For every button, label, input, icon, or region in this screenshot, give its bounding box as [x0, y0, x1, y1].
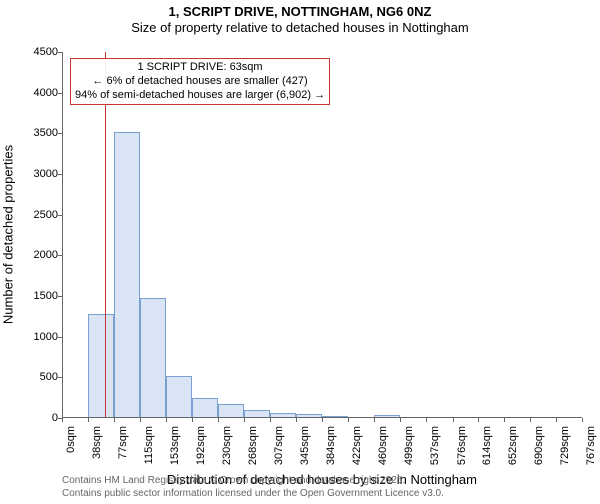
y-tick-mark	[58, 133, 62, 134]
x-tick-mark	[244, 418, 245, 422]
x-tick-mark	[426, 418, 427, 422]
annotation-line: ← 6% of detached houses are smaller (427…	[75, 75, 325, 89]
x-tick-label: 460sqm	[378, 426, 389, 476]
histogram-bar	[114, 132, 140, 418]
x-tick-mark	[478, 418, 479, 422]
y-tick-mark	[58, 255, 62, 256]
x-tick-label: 384sqm	[326, 426, 337, 476]
footer-text: Contains HM Land Registry data © Crown c…	[62, 475, 444, 500]
y-tick-mark	[58, 215, 62, 216]
x-tick-label: 499sqm	[404, 426, 415, 476]
y-tick-label: 2000	[18, 250, 58, 261]
x-tick-mark	[322, 418, 323, 422]
x-tick-mark	[192, 418, 193, 422]
x-tick-mark	[88, 418, 89, 422]
y-tick-label: 3000	[18, 169, 58, 180]
y-tick-mark	[58, 337, 62, 338]
y-tick-label: 2500	[18, 210, 58, 221]
chart-plot-area	[62, 52, 582, 418]
x-tick-mark	[348, 418, 349, 422]
x-tick-label: 38sqm	[92, 426, 103, 476]
footer-line-1: Contains HM Land Registry data © Crown c…	[62, 475, 444, 488]
x-tick-mark	[166, 418, 167, 422]
y-axis-label: Number of detached properties	[1, 135, 16, 335]
x-tick-label: 307sqm	[274, 426, 285, 476]
x-tick-label: 729sqm	[560, 426, 571, 476]
y-tick-label: 1000	[18, 332, 58, 343]
x-tick-label: 230sqm	[222, 426, 233, 476]
x-tick-label: 537sqm	[430, 426, 441, 476]
x-tick-mark	[140, 418, 141, 422]
x-tick-label: 652sqm	[508, 426, 519, 476]
x-tick-mark	[504, 418, 505, 422]
y-tick-label: 4000	[18, 88, 58, 99]
footer-line-2: Contains public sector information licen…	[62, 488, 444, 501]
annotation-box: 1 SCRIPT DRIVE: 63sqm← 6% of detached ho…	[70, 58, 330, 105]
y-tick-label: 500	[18, 372, 58, 383]
x-tick-label: 422sqm	[352, 426, 363, 476]
y-tick-mark	[58, 174, 62, 175]
x-tick-mark	[62, 418, 63, 422]
page-title: 1, SCRIPT DRIVE, NOTTINGHAM, NG6 0NZ	[0, 4, 600, 19]
x-tick-label: 268sqm	[248, 426, 259, 476]
x-tick-mark	[530, 418, 531, 422]
x-tick-label: 192sqm	[196, 426, 207, 476]
histogram-bar	[166, 376, 192, 418]
histogram-bar	[88, 314, 114, 418]
x-tick-mark	[218, 418, 219, 422]
y-tick-mark	[58, 52, 62, 53]
y-axis-line	[62, 52, 63, 418]
x-tick-label: 614sqm	[482, 426, 493, 476]
x-tick-mark	[270, 418, 271, 422]
x-tick-mark	[114, 418, 115, 422]
x-tick-mark	[296, 418, 297, 422]
x-tick-label: 690sqm	[534, 426, 545, 476]
x-tick-mark	[400, 418, 401, 422]
x-tick-label: 345sqm	[300, 426, 311, 476]
x-tick-label: 576sqm	[457, 426, 468, 476]
histogram-bar	[140, 298, 166, 418]
y-tick-label: 0	[18, 413, 58, 424]
y-tick-mark	[58, 296, 62, 297]
y-tick-label: 3500	[18, 128, 58, 139]
x-tick-mark	[453, 418, 454, 422]
y-tick-label: 1500	[18, 291, 58, 302]
x-tick-label: 115sqm	[144, 426, 155, 476]
annotation-line: 1 SCRIPT DRIVE: 63sqm	[75, 61, 325, 75]
histogram-bar	[192, 398, 218, 418]
page-subtitle: Size of property relative to detached ho…	[0, 20, 600, 35]
x-tick-mark	[556, 418, 557, 422]
x-tick-label: 153sqm	[170, 426, 181, 476]
x-tick-label: 0sqm	[66, 426, 77, 476]
x-tick-mark	[374, 418, 375, 422]
y-tick-mark	[58, 377, 62, 378]
x-tick-label: 77sqm	[118, 426, 129, 476]
histogram-bar	[218, 404, 244, 418]
reference-line	[105, 52, 106, 418]
annotation-line: 94% of semi-detached houses are larger (…	[75, 89, 325, 103]
y-tick-label: 4500	[18, 47, 58, 58]
x-tick-label: 767sqm	[586, 426, 597, 476]
y-tick-mark	[58, 93, 62, 94]
x-tick-mark	[582, 418, 583, 422]
